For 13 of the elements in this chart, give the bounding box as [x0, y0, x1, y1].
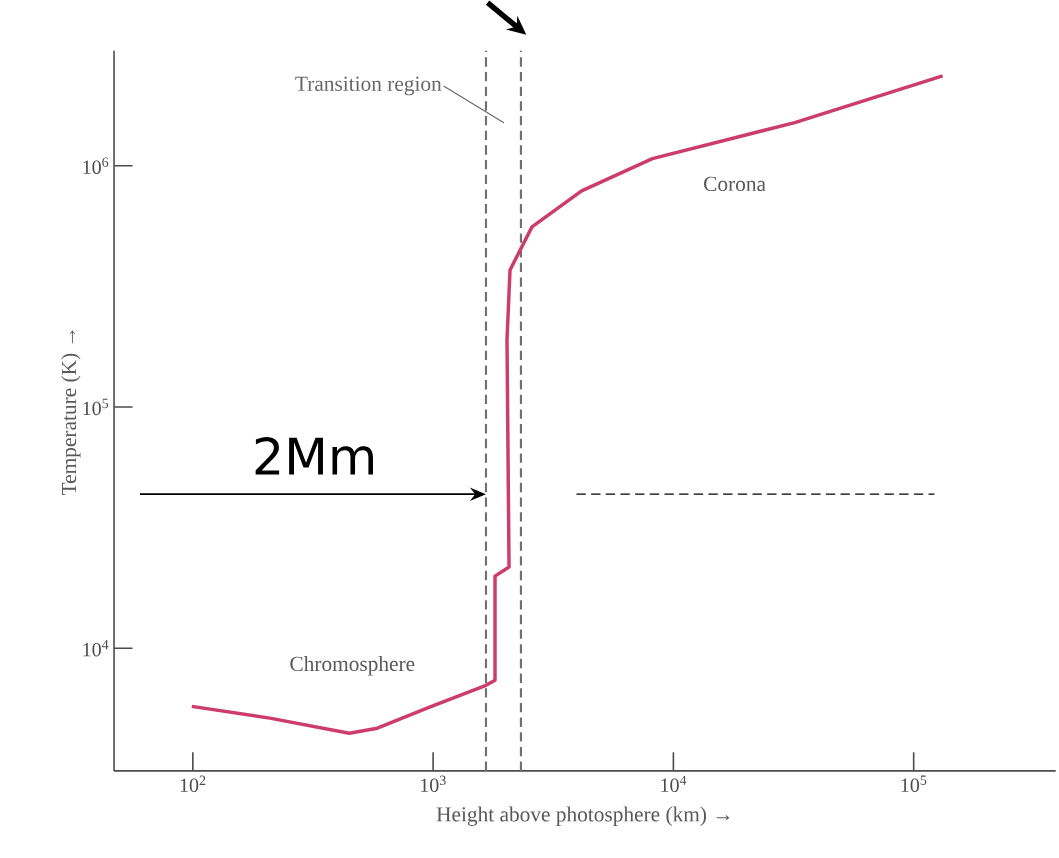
annotation: Chromosphere	[290, 656, 415, 676]
y-tick-label: 10$^{4}$	[83, 640, 109, 657]
y-axis-title: Temperature (K) →	[61, 330, 81, 496]
x-tick-label: 10$^{4}$	[661, 775, 687, 793]
x-tick-label: 10$^{2}$	[180, 775, 206, 793]
annotation: 2Mm	[255, 437, 373, 475]
y-tick-label: 10$^{6}$	[83, 157, 109, 175]
annotation: Corona	[704, 176, 766, 192]
y-tick-label: 10$^{5}$	[83, 399, 109, 416]
x-tick-label: 10$^{3}$	[421, 775, 446, 793]
annotation: Transition region	[295, 76, 442, 96]
x-tick-label: 10$^{5}$	[901, 775, 927, 793]
x-axis-title: Height above photosphere (km) →	[436, 806, 730, 827]
